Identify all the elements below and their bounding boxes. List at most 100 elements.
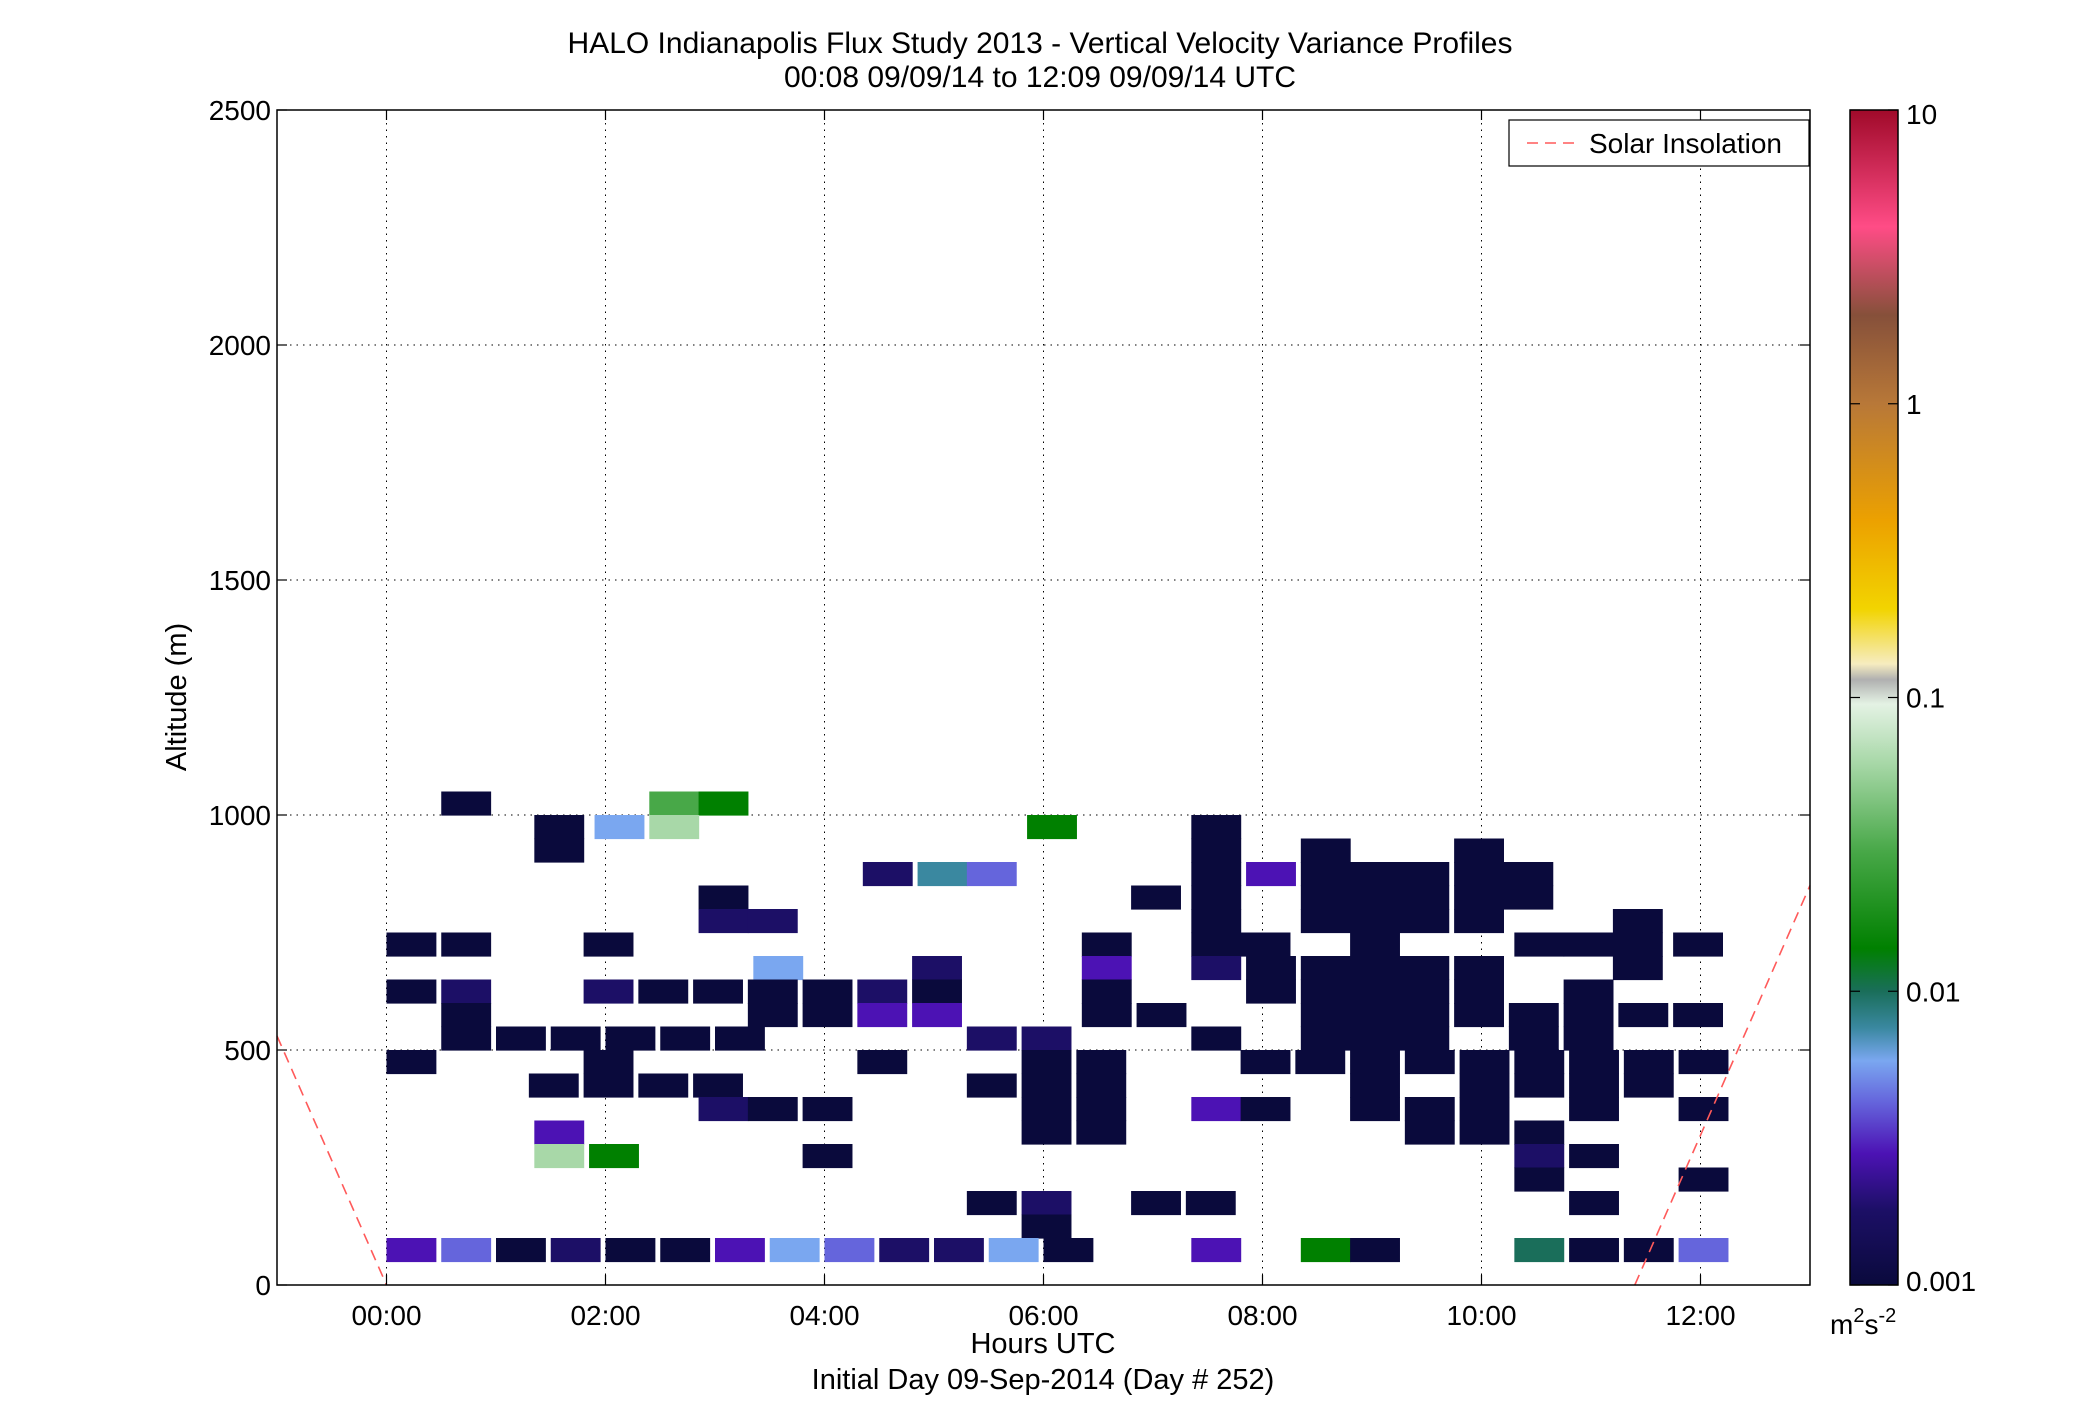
x-tick-label: 00:00 bbox=[351, 1300, 421, 1331]
heatmap-cell bbox=[1454, 979, 1504, 1004]
heatmap-cell bbox=[1021, 1073, 1072, 1098]
heatmap-cell bbox=[1399, 1026, 1450, 1051]
y-axis-label: Altitude (m) bbox=[161, 623, 193, 771]
heatmap-cell bbox=[649, 791, 700, 816]
heatmap-cell bbox=[1300, 909, 1351, 934]
heatmap-cell bbox=[698, 1097, 749, 1122]
heatmap-cell bbox=[1563, 1026, 1614, 1051]
solar-insolation-line-evening bbox=[276, 1035, 388, 1286]
heatmap-cell bbox=[1076, 1120, 1127, 1145]
heatmap-cell bbox=[1514, 1144, 1565, 1169]
heatmap-cell bbox=[1503, 885, 1554, 910]
heatmap-cell bbox=[1569, 1050, 1619, 1075]
heatmap-cell bbox=[1618, 1003, 1669, 1028]
heatmap-cells bbox=[386, 791, 1729, 1263]
x-tick-label: 08:00 bbox=[1227, 1300, 1297, 1331]
heatmap-cell bbox=[1021, 1097, 1072, 1122]
heatmap-cell bbox=[1612, 956, 1663, 981]
chart-title: HALO Indianapolis Flux Study 2013 - Vert… bbox=[568, 27, 1513, 60]
heatmap-cell bbox=[386, 979, 437, 1004]
heatmap-cell bbox=[528, 1073, 579, 1098]
heatmap-cell bbox=[1569, 1144, 1619, 1169]
heatmap-cell bbox=[1454, 885, 1504, 910]
colorbar: 0.001 0.01 0.1 1 10 m2s-2 bbox=[1830, 99, 1976, 1340]
heatmap-cell bbox=[1514, 1050, 1565, 1075]
heatmap-cell bbox=[912, 979, 962, 1004]
heatmap-cell bbox=[1136, 1003, 1187, 1028]
heatmap-cell bbox=[1404, 1050, 1455, 1075]
heatmap-cell bbox=[698, 791, 749, 816]
heatmap-cell bbox=[1021, 1214, 1072, 1239]
heatmap-cell bbox=[441, 791, 492, 816]
heatmap-cell bbox=[1623, 1073, 1674, 1098]
heatmap-cell bbox=[550, 1026, 601, 1051]
heatmap-cell bbox=[1514, 1167, 1565, 1192]
heatmap-cell bbox=[1454, 838, 1504, 863]
heatmap-cell bbox=[1678, 1097, 1729, 1122]
heatmap-cell bbox=[1459, 1097, 1510, 1122]
chart-subtitle: 00:08 09/09/14 to 12:09 09/09/14 UTC bbox=[784, 61, 1296, 94]
heatmap-cell bbox=[1569, 1073, 1619, 1098]
heatmap-cell bbox=[1300, 956, 1351, 981]
heatmap-cell bbox=[1185, 1191, 1236, 1216]
heatmap-cell bbox=[1191, 815, 1242, 840]
unit-exponent-2: -2 bbox=[1878, 1305, 1896, 1327]
y-tick-label: 2500 bbox=[209, 95, 271, 126]
heatmap-cell bbox=[1081, 979, 1132, 1004]
heatmap-cell bbox=[1081, 1003, 1132, 1028]
grid-lines bbox=[277, 109, 1810, 1286]
heatmap-cell bbox=[1021, 1050, 1072, 1075]
heatmap-cell bbox=[1076, 1050, 1127, 1075]
heatmap-cell bbox=[1191, 1238, 1242, 1263]
heatmap-cell bbox=[386, 1238, 437, 1263]
heatmap-cell bbox=[1021, 1120, 1072, 1145]
heatmap-cell bbox=[966, 862, 1017, 887]
heatmap-cell bbox=[1191, 956, 1242, 981]
x-tick-label: 04:00 bbox=[789, 1300, 859, 1331]
legend-label-solar-insolation: Solar Insolation bbox=[1589, 128, 1782, 159]
heatmap-cell bbox=[1459, 1050, 1510, 1075]
heatmap-cell bbox=[1191, 1026, 1242, 1051]
heatmap-cell bbox=[966, 1026, 1017, 1051]
x-axis-ticks: 00:00 02:00 04:00 06:00 08:00 10:00 12:00 bbox=[351, 110, 1736, 1331]
heatmap-cell bbox=[1563, 979, 1614, 1004]
heatmap-cell bbox=[1246, 979, 1296, 1004]
heatmap-cell bbox=[1240, 1097, 1291, 1122]
heatmap-cell bbox=[1678, 1050, 1729, 1075]
heatmap-cell bbox=[1350, 1073, 1400, 1098]
heatmap-cell bbox=[715, 1238, 765, 1263]
heatmap-cell bbox=[1678, 1238, 1729, 1263]
heatmap-cell bbox=[917, 862, 968, 887]
heatmap-cell bbox=[1350, 1097, 1400, 1122]
heatmap-cell bbox=[638, 979, 689, 1004]
heatmap-cell bbox=[1300, 838, 1351, 863]
heatmap-cell bbox=[747, 909, 798, 934]
x-axis-sublabel: Initial Day 09-Sep-2014 (Day # 252) bbox=[812, 1364, 1275, 1396]
heatmap-cell bbox=[753, 956, 804, 981]
y-axis-ticks: 0 500 1000 1500 2000 2500 bbox=[209, 95, 1810, 1301]
heatmap-cell bbox=[747, 979, 798, 1004]
heatmap-cell bbox=[1569, 1097, 1619, 1122]
heatmap-cell bbox=[1076, 1097, 1127, 1122]
heatmap-cell bbox=[747, 1097, 798, 1122]
heatmap-cell bbox=[583, 979, 634, 1004]
heatmap-cell bbox=[824, 1238, 875, 1263]
heatmap-cell bbox=[638, 1073, 689, 1098]
heatmap-cell bbox=[386, 1050, 437, 1075]
heatmap-cell bbox=[1454, 956, 1504, 981]
heatmap-cell bbox=[660, 1238, 711, 1263]
x-tick-label: 06:00 bbox=[1008, 1300, 1078, 1331]
heatmap-cell bbox=[1404, 1120, 1455, 1145]
heatmap-cell bbox=[1503, 862, 1554, 887]
heatmap-cell bbox=[496, 1026, 546, 1051]
heatmap-cell bbox=[1300, 1238, 1351, 1263]
heatmap-cell bbox=[1076, 1073, 1127, 1098]
heatmap-cell bbox=[802, 1003, 853, 1028]
heatmap-cell bbox=[1514, 1120, 1565, 1145]
heatmap-cell bbox=[802, 1144, 853, 1169]
solar-insolation-series bbox=[276, 885, 1811, 1286]
heatmap-cell bbox=[1563, 1003, 1614, 1028]
heatmap-cell bbox=[1191, 909, 1242, 934]
heatmap-cell bbox=[1350, 956, 1400, 981]
heatmap-cell bbox=[966, 1191, 1017, 1216]
